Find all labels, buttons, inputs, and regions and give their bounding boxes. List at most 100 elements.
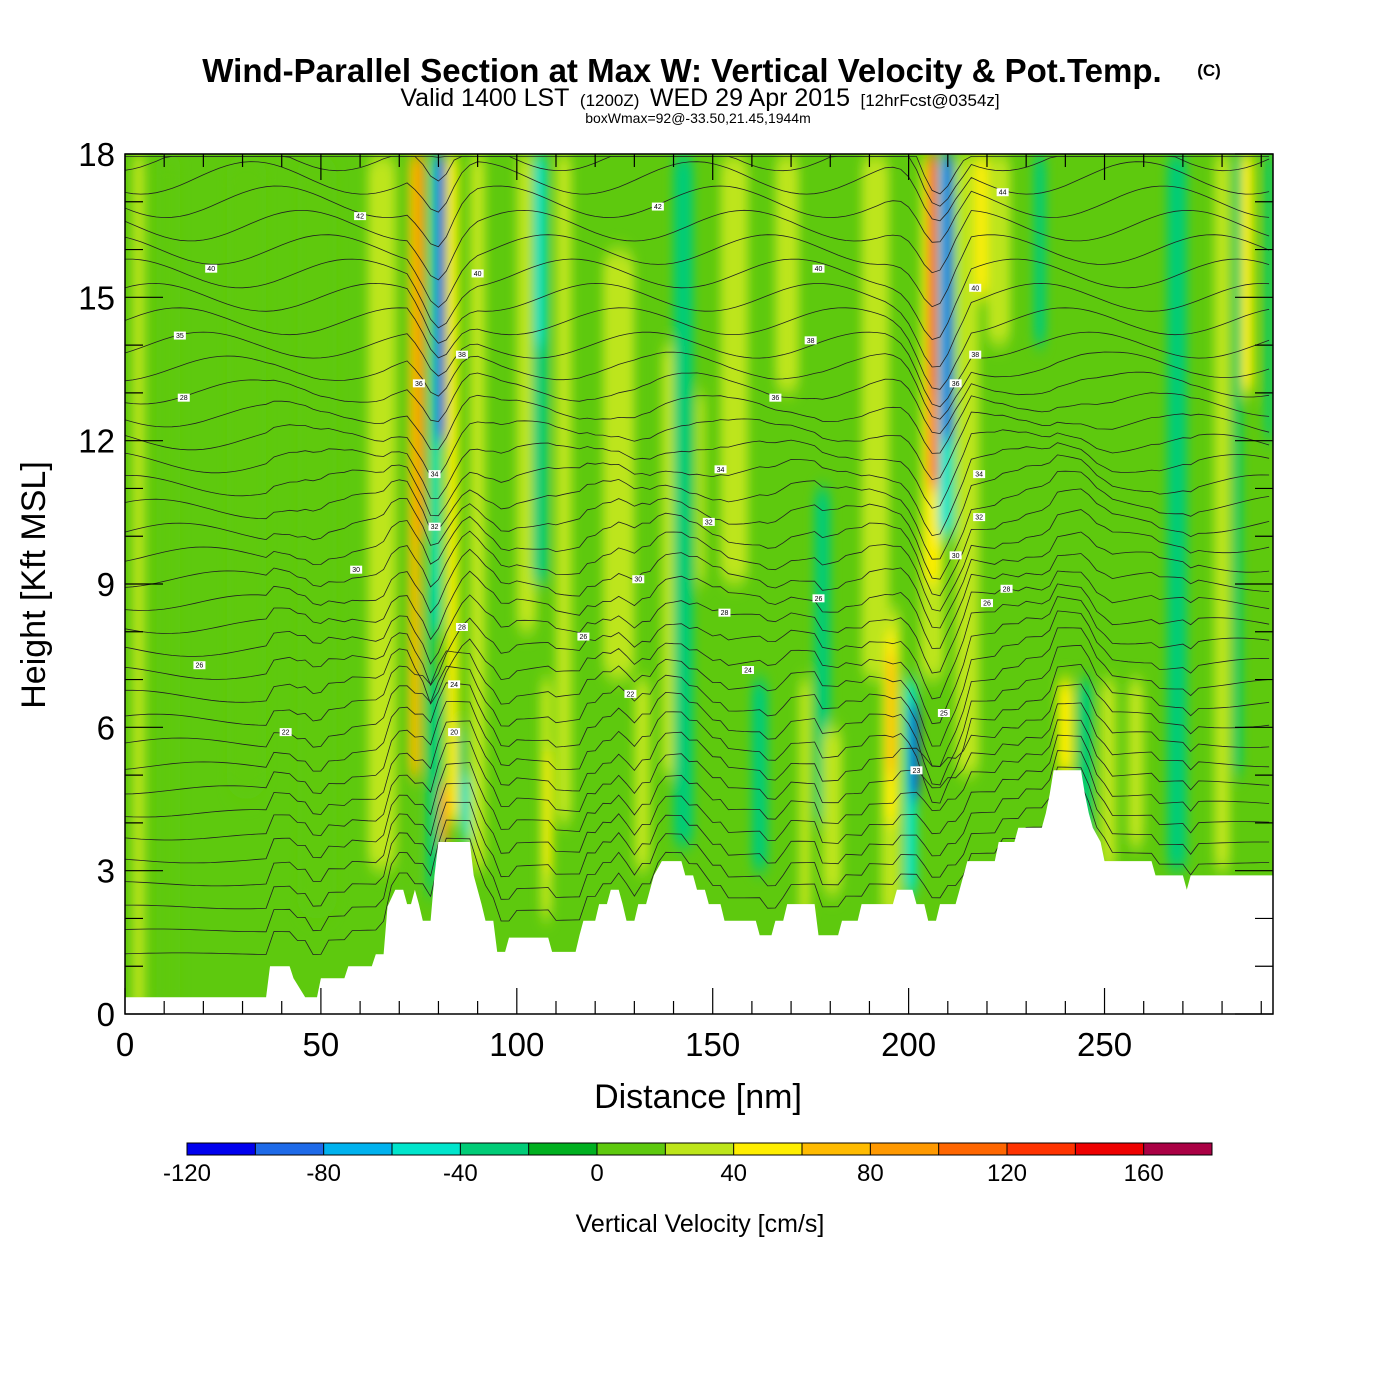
- contour-label-bg: [177, 393, 190, 402]
- contour-label-bg: [632, 575, 645, 584]
- x-tick-label: 0: [116, 1026, 134, 1063]
- velocity-cell: [634, 679, 651, 871]
- contour-label: 42: [654, 204, 662, 211]
- y-axis-label: Height [Kft MSL]: [15, 461, 53, 709]
- velocity-cell: [416, 154, 425, 537]
- contour-label-bg: [949, 379, 962, 388]
- velocity-cell: [910, 703, 919, 799]
- theta-contour-line: [125, 234, 1270, 308]
- velocity-cell: [822, 727, 843, 895]
- theta-contour-line: [125, 488, 1270, 597]
- theta-contour-line: [125, 644, 1270, 786]
- theta-contour-line: [125, 331, 1270, 408]
- contour-label-bg: [412, 379, 425, 388]
- theta-contour-line: [125, 750, 1270, 910]
- contour-label-bg: [350, 565, 363, 574]
- velocity-field: [132, 154, 1273, 1014]
- contour-label-bg: [718, 608, 731, 617]
- velocity-cell: [297, 154, 337, 919]
- theta-contour-labels: 42 40 35 28 30 26 22 42 40 38 36 34 32 28 24 20 30 26 22 36…: [173, 188, 1013, 775]
- colorbar-swatch: [460, 1143, 530, 1155]
- plot-area: 42 40 35 28 30 26 22 42 40 38 36 34 32 28 24 20 30 26 22 36…: [125, 154, 1273, 1014]
- contour-label-bg: [812, 594, 825, 603]
- theta-contour-line: [125, 627, 1270, 767]
- colorbar-title: Vertical Velocity [cm/s]: [576, 1210, 825, 1238]
- contour-label: 22: [627, 691, 635, 698]
- y-tick-label: 6: [97, 709, 115, 746]
- velocity-cell: [1100, 679, 1117, 871]
- y-tick-label: 18: [78, 136, 115, 173]
- contour-label: 32: [975, 515, 983, 522]
- velocity-cell: [1167, 154, 1187, 871]
- theta-contour-line: [125, 282, 1270, 368]
- theta-contour-line: [125, 209, 1270, 281]
- contour-label-bg: [354, 212, 367, 221]
- contour-label-bg: [279, 728, 292, 737]
- velocity-cell: [1233, 154, 1242, 776]
- velocity-cell: [436, 154, 445, 441]
- x-tick-label: 150: [685, 1026, 740, 1063]
- contour-label: 30: [634, 577, 642, 584]
- contour-label: 26: [580, 634, 588, 641]
- contour-label-bg: [1000, 584, 1013, 593]
- contour-label: 24: [450, 682, 458, 689]
- y-tick-label: 0: [97, 996, 115, 1033]
- contour-label: 36: [415, 381, 423, 388]
- contour-label: 32: [431, 524, 439, 531]
- contour-label: 28: [1003, 586, 1011, 593]
- velocity-cell: [798, 679, 811, 919]
- colorbar-swatch: [938, 1143, 1008, 1155]
- contour-label: 35: [176, 333, 184, 340]
- y-tick-label: 3: [97, 853, 115, 890]
- colorbar-swatch: [255, 1143, 325, 1155]
- contour-label-bg: [624, 689, 637, 698]
- theta-contour-line: [125, 766, 1270, 933]
- contour-label: 38: [458, 352, 466, 359]
- subtitle-valid: Valid 1400 LST: [400, 84, 569, 112]
- contour-label-bg: [471, 269, 484, 278]
- contour-label: 28: [721, 610, 729, 617]
- colorbar-swatch: [733, 1143, 803, 1155]
- velocity-cell: [775, 154, 799, 393]
- velocity-cell: [986, 154, 1011, 346]
- contour-label: 28: [180, 395, 188, 402]
- contour-label-bg: [969, 350, 982, 359]
- contour-label-bg: [741, 666, 754, 674]
- theta-contour-line: [125, 734, 1270, 887]
- contour-label-bg: [969, 283, 982, 292]
- theta-contour-line: [125, 553, 1270, 649]
- contour-label: 34: [975, 472, 983, 479]
- contour-label: 34: [717, 467, 725, 474]
- velocity-cell: [861, 154, 890, 680]
- contour-label: 40: [207, 266, 215, 273]
- colorbar-tick-label: 40: [720, 1160, 747, 1187]
- contour-label-bg: [949, 551, 962, 560]
- theta-contour-line: [125, 719, 1270, 864]
- theta-contour-line: [125, 570, 1270, 674]
- contour-label-bg: [804, 336, 817, 345]
- colorbar: -120 -80 -40 0 40 80 120 160: [163, 1142, 1213, 1187]
- theta-contour-line: [125, 583, 1270, 700]
- contour-label-bg: [973, 470, 986, 479]
- theta-contour-line: [125, 610, 1270, 747]
- contour-label: 38: [807, 338, 815, 345]
- x-axis: 0 50 100 150 200 250: [116, 154, 1262, 1063]
- colorbar-swatch: [1007, 1143, 1076, 1155]
- contour-label: 34: [431, 472, 439, 479]
- theta-contour-line: [125, 454, 1270, 560]
- velocity-cell: [697, 392, 705, 584]
- velocity-cell: [226, 154, 267, 799]
- contour-label: 26: [983, 601, 991, 608]
- colorbar-tick-label: 80: [857, 1160, 884, 1187]
- colorbar-swatch: [597, 1143, 666, 1155]
- theta-contour-line: [125, 683, 1270, 818]
- contour-label: 40: [971, 285, 979, 292]
- theta-contour-line: [125, 663, 1270, 804]
- theta-contour-line: [125, 411, 1270, 481]
- contour-label-bg: [910, 766, 923, 775]
- theta-contour-line: [125, 156, 1270, 195]
- x-axis-label: Distance [nm]: [594, 1078, 802, 1116]
- colorbar-tick-label: 160: [1124, 1160, 1164, 1187]
- colorbar-swatch: [187, 1143, 256, 1155]
